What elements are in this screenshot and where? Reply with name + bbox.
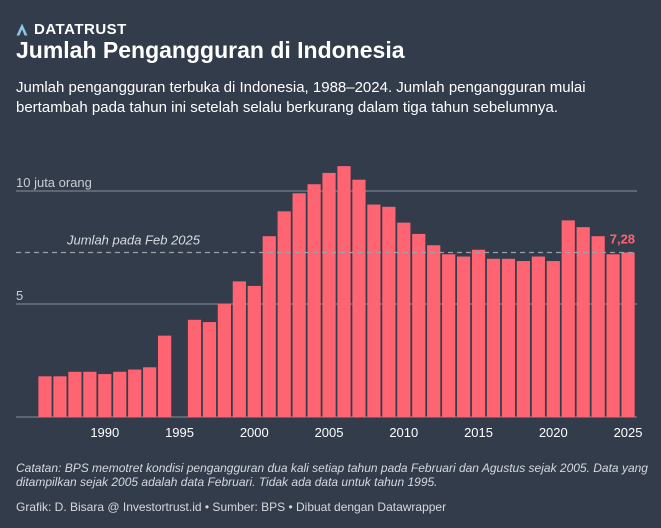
last-value-label: 7,28 (610, 231, 635, 246)
bar-2024 (606, 254, 620, 417)
page-title: Jumlah Pengangguran di Indonesia (16, 37, 405, 63)
bar-2013 (442, 254, 456, 417)
bar-2007 (352, 179, 366, 417)
bar-1994 (158, 335, 172, 417)
bar-1990 (98, 374, 112, 417)
bar-1997 (202, 322, 217, 417)
bar-1998 (217, 304, 231, 417)
bar-1992 (128, 369, 142, 417)
bar-2018 (516, 261, 530, 417)
chart-credit: Grafik: D. Bisara @ Investortrust.id • S… (16, 500, 447, 514)
labels: 10 juta orang 5 Jumlah pada Feb 2025 7,28 19… (16, 175, 643, 440)
bars (38, 166, 635, 417)
bar-2023 (591, 236, 605, 417)
bar-2009 (382, 206, 396, 417)
x-tick-label: 2005 (315, 425, 344, 440)
bar-2011 (412, 233, 426, 417)
bar-2017 (501, 258, 516, 417)
bar-1991 (113, 371, 127, 417)
bar-1993 (143, 367, 157, 417)
bar-2001 (262, 236, 276, 417)
triangle-a-logo-icon (16, 23, 28, 36)
x-tick-label: 1990 (90, 425, 119, 440)
bar-1989 (83, 371, 97, 417)
bar-2019 (531, 256, 545, 417)
bar-2025 (621, 252, 635, 417)
x-tick-label: 1995 (165, 425, 194, 440)
bar-2012 (427, 245, 441, 417)
reference-line-label: Jumlah pada Feb 2025 (66, 232, 201, 247)
bar-1996 (187, 319, 202, 417)
bar-2021 (561, 220, 575, 417)
bar-2000 (247, 285, 261, 417)
bar-1986 (38, 376, 52, 417)
bar-2004 (307, 184, 321, 417)
x-tick-label: 2025 (614, 425, 643, 440)
x-tick-label: 2010 (389, 425, 418, 440)
bar-2014 (457, 256, 471, 417)
bar-2005 (322, 172, 336, 417)
bar-2006 (337, 166, 351, 417)
chart-notes: Catatan: BPS memotret kondisi penganggur… (16, 461, 648, 489)
bar-2022 (576, 227, 590, 417)
bar-1999 (232, 281, 246, 417)
bar-2002 (277, 211, 291, 417)
y-gridline-label: 5 (16, 288, 23, 303)
bar-chart: 10 juta orang 5 Jumlah pada Feb 2025 7,28 19… (16, 166, 643, 440)
bar-2008 (367, 204, 381, 417)
x-tick-label: 2000 (240, 425, 269, 440)
page-subtitle: Jumlah pengangguran terbuka di Indonesia… (16, 79, 586, 116)
brand-logo: DATATRUST (16, 21, 127, 38)
bar-1987 (53, 376, 67, 417)
y-gridline-label: 10 juta orang (16, 175, 92, 190)
bar-2015 (471, 249, 486, 417)
x-tick-label: 2020 (539, 425, 568, 440)
bar-1988 (68, 371, 82, 417)
bar-2010 (397, 222, 411, 417)
bar-2003 (292, 193, 306, 417)
bar-2016 (486, 258, 501, 417)
x-tick-label: 2015 (464, 425, 493, 440)
bar-2020 (546, 261, 560, 417)
brand-name: DATATRUST (34, 21, 127, 38)
